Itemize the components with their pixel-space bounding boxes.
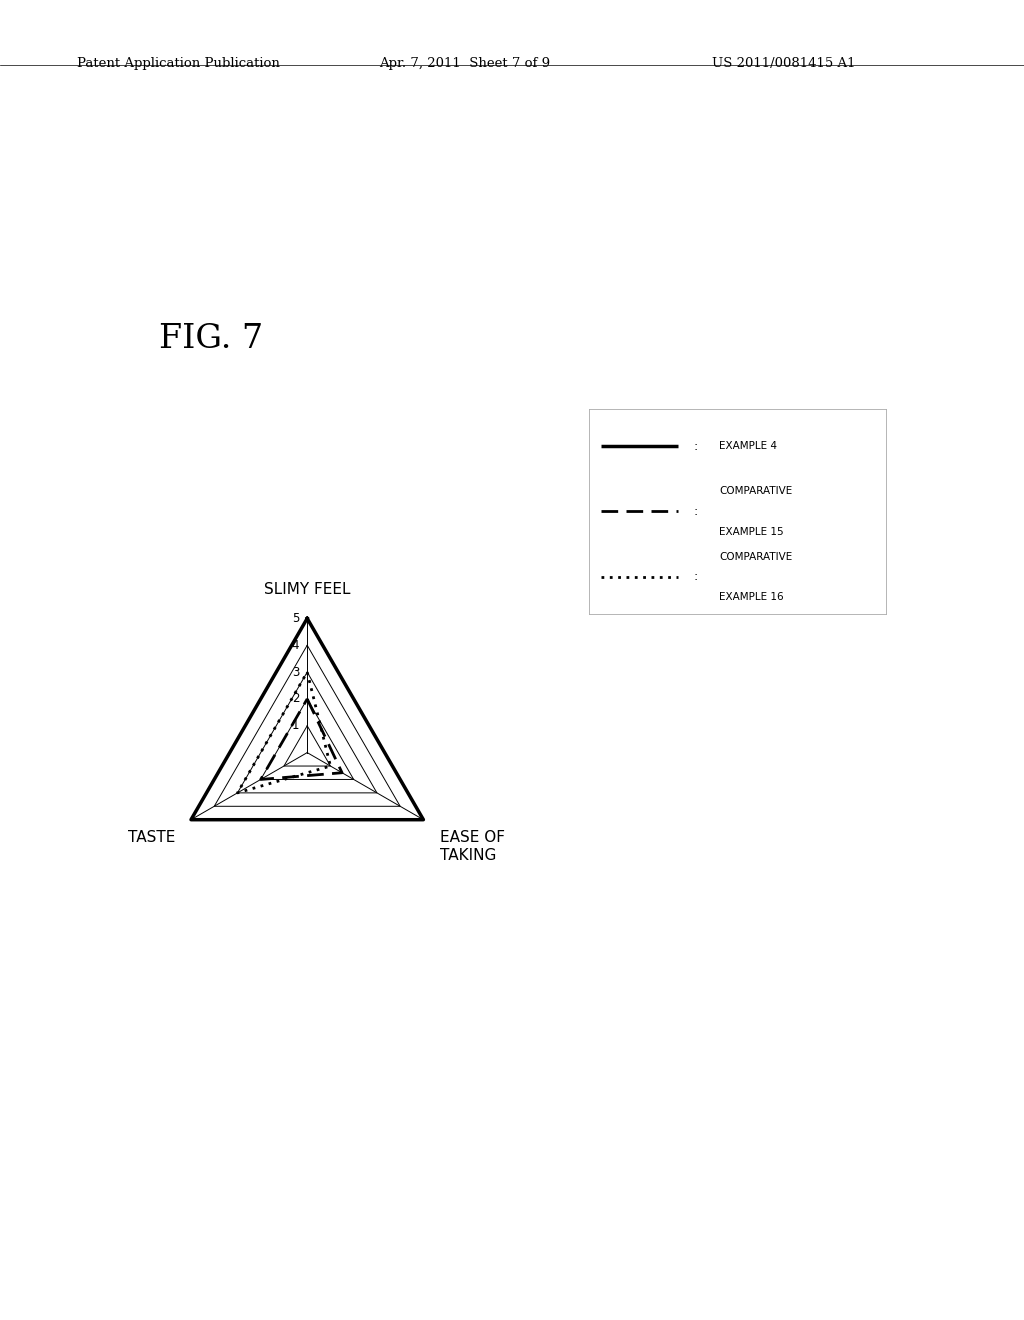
Text: 5: 5 [292,612,299,624]
Text: Apr. 7, 2011  Sheet 7 of 9: Apr. 7, 2011 Sheet 7 of 9 [379,57,550,70]
Text: Patent Application Publication: Patent Application Publication [77,57,280,70]
Text: 2: 2 [292,693,299,705]
Text: EXAMPLE 4: EXAMPLE 4 [720,441,777,451]
Text: :: : [693,506,697,517]
Text: SLIMY FEEL: SLIMY FEEL [264,582,350,597]
Text: EXAMPLE 16: EXAMPLE 16 [720,593,784,602]
Text: TASTE: TASTE [128,830,175,845]
Text: 1: 1 [292,719,299,733]
Text: EXAMPLE 15: EXAMPLE 15 [720,527,784,537]
Text: COMPARATIVE: COMPARATIVE [720,552,793,561]
Text: EASE OF
TAKING: EASE OF TAKING [439,830,505,863]
Text: US 2011/0081415 A1: US 2011/0081415 A1 [712,57,855,70]
Text: 3: 3 [292,665,299,678]
Text: :: : [693,440,697,453]
Text: FIG. 7: FIG. 7 [159,323,263,355]
Text: :: : [693,570,697,583]
Text: 4: 4 [292,639,299,652]
Text: COMPARATIVE: COMPARATIVE [720,486,793,496]
